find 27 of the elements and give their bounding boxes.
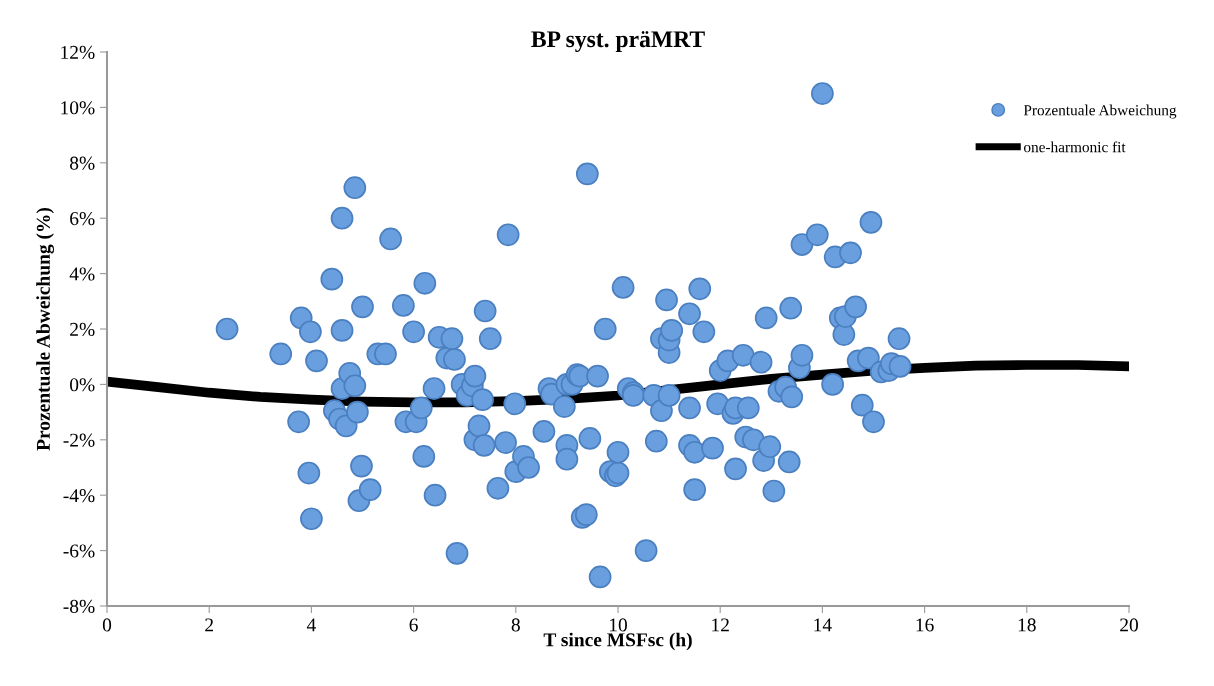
x-tick-label: 20 (1120, 618, 1138, 632)
y-tick-label: 0% (70, 378, 95, 392)
y-tick-label: -2% (63, 433, 95, 447)
x-tick-label: 10 (609, 618, 627, 632)
y-tick-label: 4% (69, 267, 95, 281)
x-tick-label: 14 (814, 618, 832, 632)
y-tick-label: -4% (63, 489, 95, 503)
y-tick-label: 6% (70, 212, 95, 226)
y-tick-label: -8% (63, 599, 95, 613)
x-tick-label: 8 (511, 618, 520, 632)
y-tick-label: 8% (70, 156, 95, 170)
x-tick-label: 16 (916, 618, 934, 632)
x-axis-title: T since MSFsc (h) (543, 632, 692, 651)
y-tick-label: 2% (70, 322, 95, 336)
x-tick-label: 18 (1018, 618, 1036, 632)
x-tick-label: 0 (102, 618, 112, 632)
chart-title: BP syst. präMRT (531, 31, 705, 52)
x-tick-label: 6 (409, 618, 418, 632)
y-axis-title: Prozentuale Abweichung (%) (36, 207, 54, 451)
y-tick-label: 12% (61, 45, 95, 59)
y-tick-label: -6% (63, 544, 95, 558)
x-tick-label: 12 (712, 618, 729, 632)
x-tick-label: 4 (306, 618, 316, 632)
x-tick-label: 2 (205, 618, 213, 632)
legend-label: Prozentuale Abweichung (1023, 104, 1177, 119)
y-tick-label: 10% (61, 101, 95, 115)
legend-label: one-harmonic fit (1023, 141, 1126, 153)
